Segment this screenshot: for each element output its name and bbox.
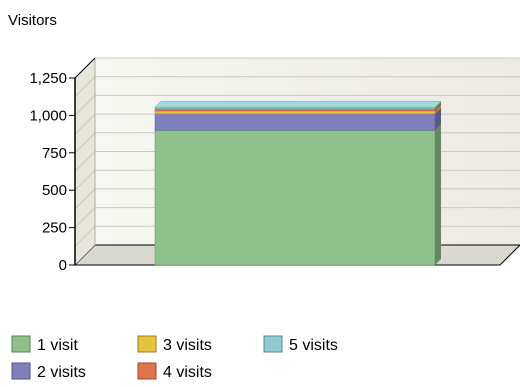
bar-segments — [154, 100, 442, 266]
y-axis-title: Visitors — [8, 12, 57, 29]
legend-swatch — [11, 362, 31, 380]
bar-segment — [154, 107, 441, 131]
bar-side — [435, 102, 441, 111]
y-axis-ticks: 0 250 500 750 1,000 1,250 — [29, 70, 75, 274]
legend-item: 3 visits — [137, 335, 212, 354]
legend-swatch — [137, 362, 157, 380]
gridline-side — [74, 188, 96, 210]
legend-item: 1 visit — [11, 335, 78, 354]
y-tick-label: 750 — [42, 145, 67, 162]
y-axis-top-edge — [74, 57, 96, 79]
bar-front — [154, 130, 436, 266]
y-tick-label: 0 — [59, 257, 67, 274]
gridline-side — [74, 151, 96, 172]
legend-label: 3 visits — [163, 337, 212, 354]
gridline-side — [74, 207, 96, 228]
legend-swatch — [137, 335, 157, 353]
bar-side — [435, 101, 441, 109]
bar-front — [154, 108, 436, 112]
legend-label: 5 visits — [289, 337, 338, 354]
legend-swatch — [11, 335, 31, 353]
legend-label: 4 visits — [163, 364, 212, 381]
bar-front — [154, 110, 436, 115]
legend-item: 5 visits — [263, 335, 338, 354]
legend-label: 1 visit — [37, 337, 78, 354]
legend-label: 2 visits — [37, 364, 86, 381]
y-tick-label: 250 — [42, 220, 67, 237]
gridline-side — [74, 76, 96, 98]
bar-side — [435, 124, 441, 265]
bar-side — [435, 107, 441, 131]
y-tick-label: 1,250 — [29, 70, 67, 87]
legend-item: 4 visits — [137, 362, 212, 381]
legend-item: 2 visits — [11, 362, 86, 381]
legend: 1 visit 2 visits 3 visits 4 visits 5 visits — [11, 335, 338, 381]
gridline-side — [74, 95, 96, 116]
gridline-side — [74, 113, 96, 135]
bar-front — [154, 113, 436, 131]
bar-segment — [154, 124, 441, 266]
y-tick-label: 1,000 — [29, 107, 67, 124]
gridline-side — [74, 169, 96, 191]
gridline-side — [74, 225, 96, 247]
bar-side — [435, 104, 441, 114]
bar-top — [154, 100, 442, 108]
y-tick-label: 500 — [42, 182, 67, 199]
legend-swatch — [263, 335, 283, 353]
gridline-side — [74, 132, 96, 154]
